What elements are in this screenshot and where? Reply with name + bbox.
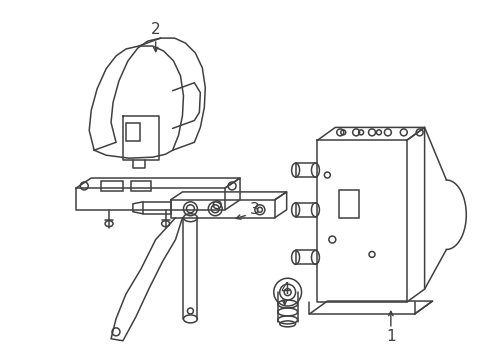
Text: 2: 2: [151, 22, 160, 37]
Bar: [101, 181, 122, 191]
Bar: [131, 181, 150, 191]
Bar: [142, 202, 170, 214]
Text: 4: 4: [279, 282, 289, 297]
Bar: [339, 190, 358, 218]
Text: 3: 3: [249, 202, 259, 217]
Text: 1: 1: [385, 329, 395, 344]
Bar: [126, 123, 140, 141]
